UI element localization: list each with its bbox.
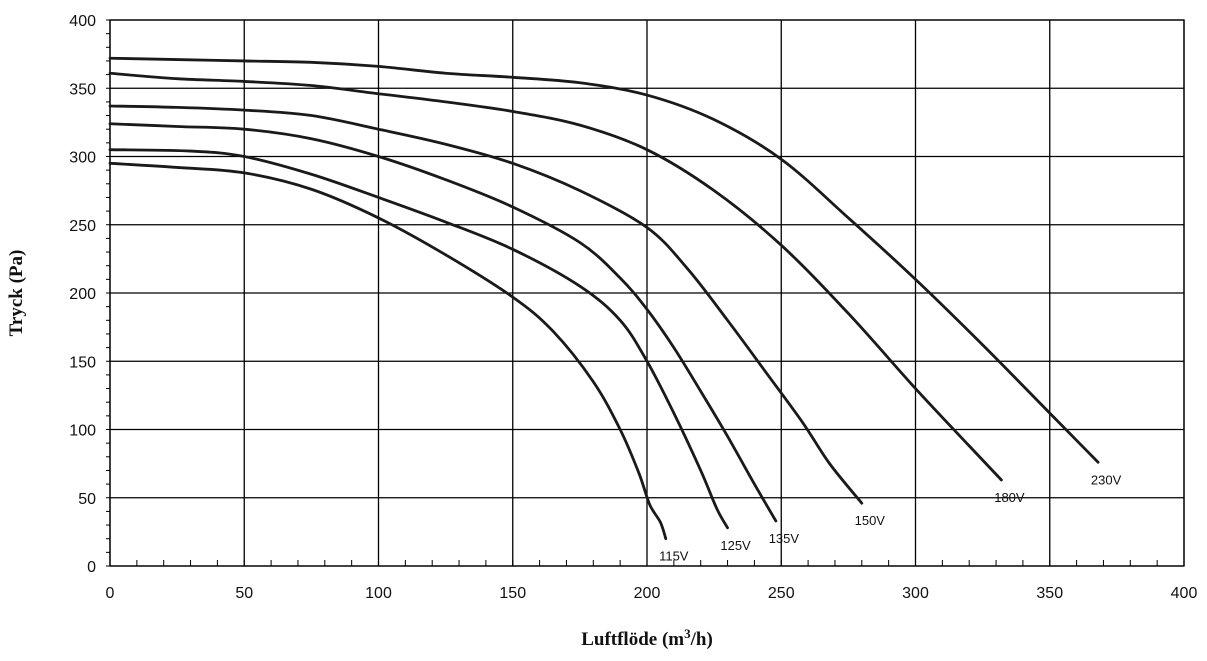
series-curve-135v <box>108 122 778 523</box>
x-axis-title-sup: 3 <box>684 626 691 641</box>
x-axis-title: Luftflöde (m3/h) <box>581 626 713 651</box>
x-tick-label: 0 <box>106 585 115 602</box>
series-label-125v: 125V <box>720 538 751 553</box>
x-tick-label: 100 <box>365 585 392 602</box>
x-tick-label: 150 <box>499 585 526 602</box>
y-tick-label: 350 <box>69 81 96 98</box>
series-curve-180v <box>108 71 1003 482</box>
y-tick-label: 200 <box>69 286 96 303</box>
x-tick-label: 350 <box>1036 585 1063 602</box>
y-tick-label: 400 <box>69 13 96 30</box>
tick-labels: 0 50 100 150 200 250 300 350 400 0 50 100 150 200 250 3… <box>69 13 1197 602</box>
x-tick-label: 400 <box>1171 585 1198 602</box>
x-axis-title-main: Luftflöde (m <box>581 629 684 650</box>
minor-ticks <box>106 19 1185 567</box>
series-curves <box>108 56 1100 541</box>
series-curve-230v <box>108 56 1100 464</box>
series-label-115v: 115V <box>659 549 689 564</box>
y-tick-label: 50 <box>78 491 96 508</box>
y-tick-label: 250 <box>69 218 96 235</box>
x-tick-label: 200 <box>634 585 661 602</box>
y-tick-label: 0 <box>87 559 96 576</box>
series-label-135v: 135V <box>769 531 800 546</box>
y-tick-label: 150 <box>69 354 96 371</box>
grid <box>109 19 1185 567</box>
series-label-180v: 180V <box>994 490 1025 505</box>
y-tick-label: 300 <box>69 150 96 167</box>
x-tick-label: 250 <box>768 585 795 602</box>
series-curve-150v <box>108 104 864 505</box>
x-tick-label: 300 <box>902 585 929 602</box>
y-axis-title: Tryck (Pa) <box>6 250 27 337</box>
series-label-150v: 150V <box>855 513 886 528</box>
series-labels: 115V 125V 135V 150V 180V 230V <box>659 472 1121 563</box>
x-tick-label: 50 <box>235 585 253 602</box>
series-label-230v: 230V <box>1091 472 1122 487</box>
y-tick-label: 100 <box>69 423 96 440</box>
series-curve-115v <box>108 161 668 541</box>
x-axis-title-tail: /h) <box>690 629 713 650</box>
series-curve-125v <box>108 148 729 530</box>
